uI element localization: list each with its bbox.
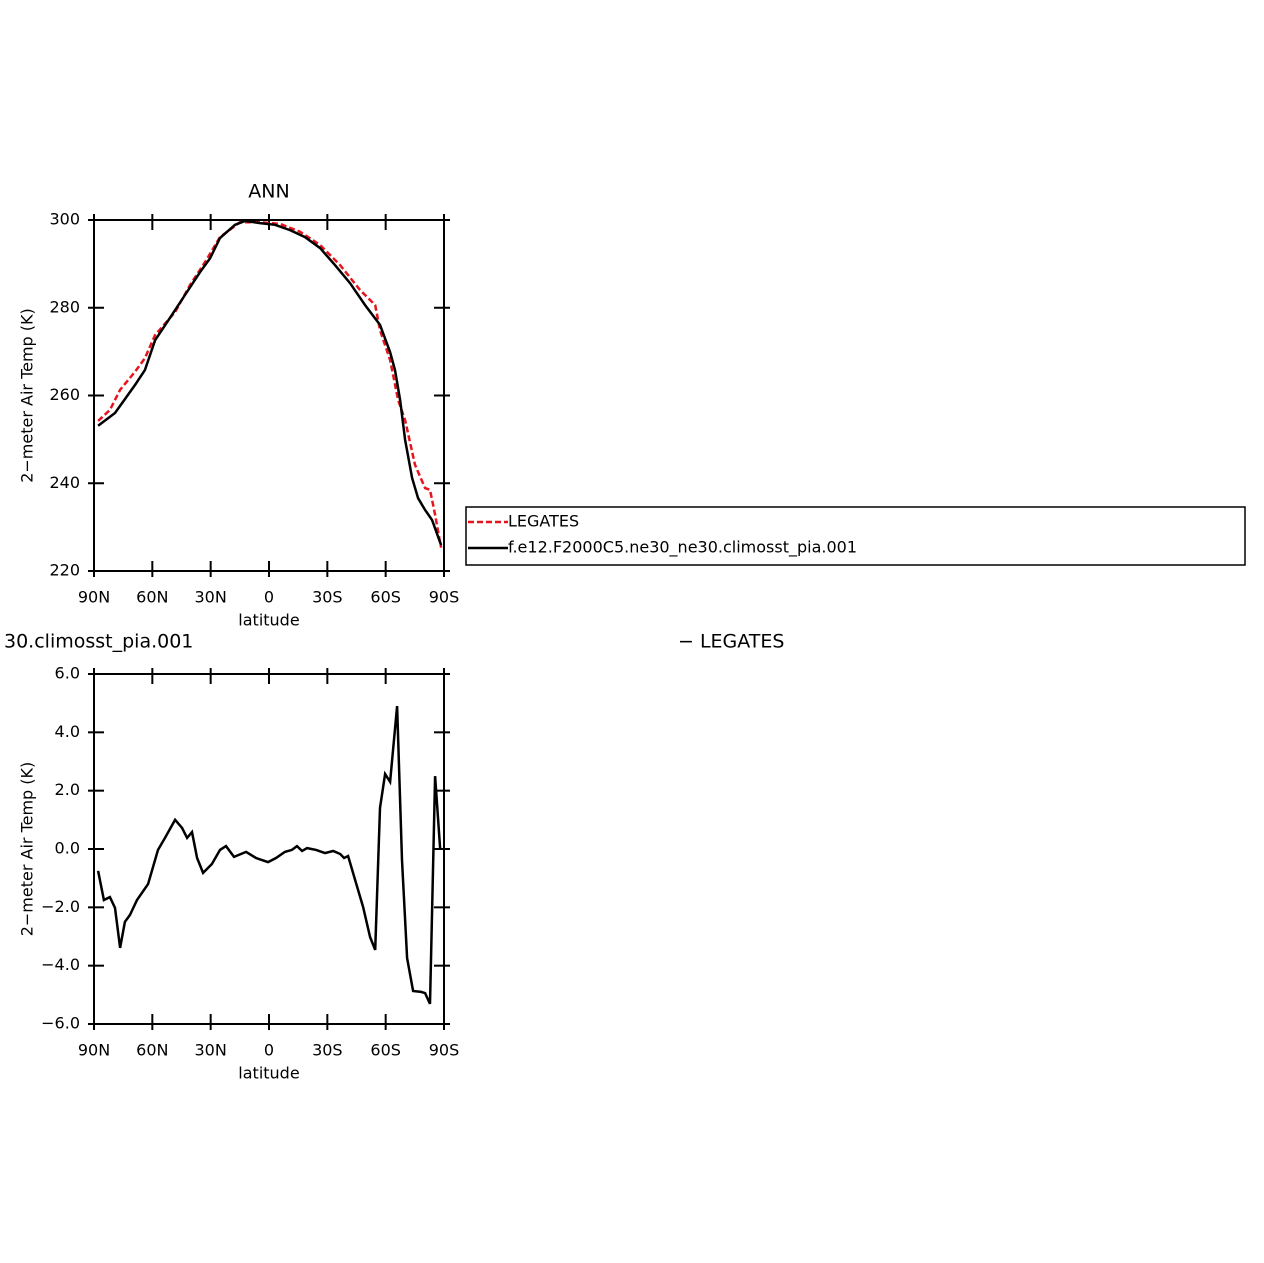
x-tick-label: 0 (264, 588, 274, 607)
plot-frame (93, 219, 445, 572)
y-tick-label: −2.0 (41, 897, 80, 916)
y-tick-label: 2.0 (55, 780, 80, 799)
y-tick-label: 6.0 (55, 664, 80, 683)
chart-title: ANN (248, 181, 289, 203)
x-tick-label: 60S (370, 1041, 401, 1060)
data-line (96, 705, 442, 1005)
legend-box (465, 506, 1246, 566)
y-tick-label: 240 (49, 473, 80, 492)
y-tick-label: −4.0 (41, 955, 80, 974)
x-tick-label: 30S (312, 588, 343, 607)
y-tick-label: 220 (49, 561, 80, 580)
x-tick-label: 30S (312, 1041, 343, 1060)
x-tick-label: 30N (195, 588, 227, 607)
y-tick-label: 280 (49, 297, 80, 316)
x-tick-label: 30N (195, 1041, 227, 1060)
y-tick-label: 0.0 (55, 839, 80, 858)
chart-title-left: 30.climosst_pia.001 (4, 631, 193, 653)
y-axis-label: 2−meter Air Temp (K) (18, 762, 37, 937)
x-tick-label: 90S (429, 588, 460, 607)
legend-label: f.e12.F2000C5.ne30_ne30.climosst_pia.001 (508, 538, 857, 558)
x-tick-label: 0 (264, 1041, 274, 1060)
data-line (97, 220, 443, 548)
x-tick-label: 60N (136, 1041, 168, 1060)
y-tick-label: 4.0 (55, 722, 80, 741)
x-tick-label: 60N (136, 588, 168, 607)
x-axis-label: latitude (238, 611, 299, 630)
x-tick-label: 90N (78, 1041, 110, 1060)
y-axis-label: 2−meter Air Temp (K) (18, 308, 37, 483)
x-tick-label: 90S (429, 1041, 460, 1060)
y-tick-label: 260 (49, 385, 80, 404)
x-tick-label: 90N (78, 588, 110, 607)
data-line (97, 219, 443, 546)
y-tick-label: 300 (49, 210, 80, 229)
plot-frame (93, 673, 445, 1025)
y-tick-label: −6.0 (41, 1014, 80, 1033)
legend-label: LEGATES (508, 512, 579, 531)
x-axis-label: latitude (238, 1064, 299, 1083)
chart-title-right: − LEGATES (678, 631, 784, 653)
x-tick-label: 60S (370, 588, 401, 607)
